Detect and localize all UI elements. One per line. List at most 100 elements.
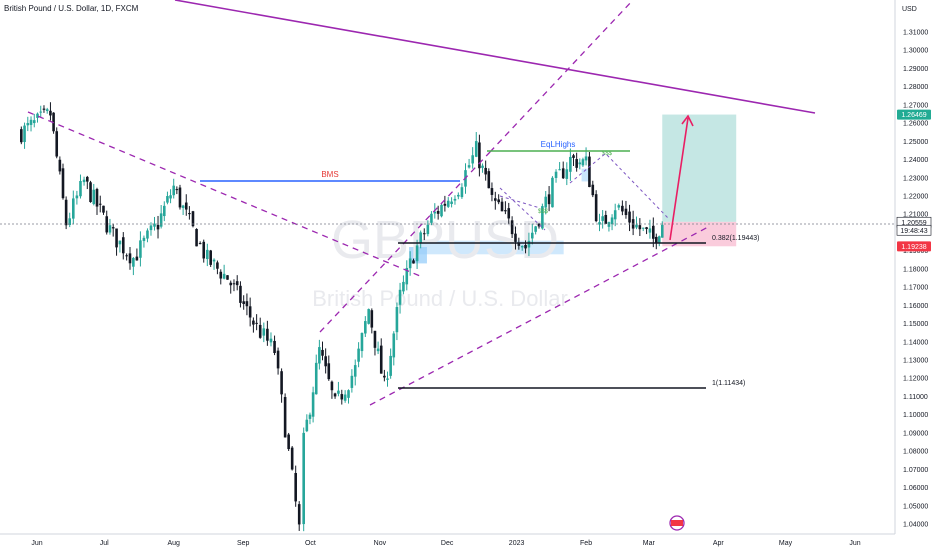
y-tick-label: 1.06000 bbox=[903, 485, 928, 492]
candle-body bbox=[61, 168, 65, 199]
candle-body bbox=[58, 159, 62, 172]
candle-body bbox=[350, 375, 354, 388]
candle-body bbox=[408, 258, 412, 269]
candle-body bbox=[45, 109, 49, 112]
x-tick-label: Sep bbox=[237, 540, 250, 547]
candle-body bbox=[209, 250, 212, 265]
candle-body bbox=[72, 198, 75, 219]
candle-body bbox=[624, 208, 628, 216]
y-tick-label: 1.13000 bbox=[903, 358, 928, 365]
countdown-label: 19:48:43 bbox=[900, 228, 927, 235]
candle-body bbox=[142, 237, 146, 241]
price-label: 1.26469 bbox=[901, 112, 926, 119]
candle-body bbox=[604, 214, 608, 224]
candle-body bbox=[105, 216, 109, 233]
y-tick-label: 1.26000 bbox=[903, 121, 928, 128]
candle-body bbox=[415, 245, 419, 262]
watermark-name: British Pound / U.S. Dollar bbox=[312, 286, 568, 311]
candle-body bbox=[617, 205, 621, 208]
projection-arrow-head bbox=[681, 114, 694, 127]
candle-body bbox=[422, 233, 426, 235]
dashed-path-4 bbox=[499, 195, 541, 209]
candle-body bbox=[321, 349, 324, 356]
candle-body bbox=[357, 348, 360, 362]
candle-body bbox=[248, 306, 252, 318]
candle-body bbox=[641, 227, 645, 229]
candle-body bbox=[561, 168, 565, 179]
event-marker-flag bbox=[671, 520, 683, 526]
candle-body bbox=[242, 301, 245, 304]
x-tick-label: Mar bbox=[643, 540, 656, 547]
candle-body bbox=[273, 340, 276, 353]
candle-body bbox=[314, 362, 318, 395]
dashed-path-3 bbox=[569, 152, 607, 184]
candle-body bbox=[481, 165, 484, 168]
candle-body bbox=[534, 226, 537, 232]
candle-body bbox=[39, 111, 43, 113]
candle-body bbox=[111, 227, 115, 229]
candle-body bbox=[436, 210, 440, 214]
candle-body bbox=[383, 375, 386, 378]
y-tick-label: 1.29000 bbox=[903, 66, 928, 73]
fib-1-label: 1(1.11434) bbox=[712, 380, 745, 387]
price-label: 1.20559 bbox=[901, 220, 926, 227]
price-label: 1.19238 bbox=[901, 244, 926, 251]
candle-body bbox=[588, 156, 591, 188]
candle-body bbox=[159, 213, 163, 227]
candle-body bbox=[26, 123, 30, 126]
candle-body bbox=[340, 394, 344, 400]
watermark-symbol: GBPUSD bbox=[331, 210, 559, 270]
candle-body bbox=[235, 281, 239, 286]
candle-body bbox=[297, 504, 301, 525]
channel-line-upper bbox=[319, 151, 491, 333]
x-tick-label: Aug bbox=[167, 540, 180, 547]
price-label-bg bbox=[896, 224, 932, 236]
candle-body bbox=[258, 324, 262, 338]
y-tick-label: 1.25000 bbox=[903, 139, 928, 146]
x-tick-label: Jun bbox=[849, 540, 860, 547]
candle-body bbox=[554, 171, 558, 178]
y-tick-label: 1.04000 bbox=[903, 522, 928, 529]
candle-body bbox=[82, 179, 86, 183]
candle-body bbox=[654, 236, 658, 243]
y-tick-label: 1.14000 bbox=[903, 339, 928, 346]
y-tick-label: 1.08000 bbox=[903, 449, 928, 456]
candle-body bbox=[333, 393, 337, 397]
candle-body bbox=[212, 259, 216, 262]
candle-body bbox=[373, 330, 377, 348]
candle-body bbox=[610, 217, 614, 225]
candle-body bbox=[32, 120, 36, 124]
x-tick-label: Dec bbox=[441, 540, 454, 547]
candle-body bbox=[290, 447, 294, 470]
candle-body bbox=[494, 198, 497, 201]
candle-body bbox=[156, 224, 160, 230]
candle-body bbox=[386, 378, 389, 380]
candle-body bbox=[115, 228, 118, 248]
candle-body bbox=[621, 205, 624, 212]
candle-body bbox=[169, 195, 172, 199]
demand-zone bbox=[413, 240, 564, 255]
candle-body bbox=[191, 211, 195, 227]
y-tick-label: 1.16000 bbox=[903, 303, 928, 310]
candle-body bbox=[153, 223, 156, 227]
y-tick-label: 1.22000 bbox=[903, 194, 928, 201]
candle-body bbox=[229, 282, 233, 286]
candle-body bbox=[490, 188, 494, 195]
price-label-bg bbox=[897, 109, 931, 120]
candle-body bbox=[547, 194, 551, 205]
candle-body bbox=[232, 283, 236, 285]
liquidity-label-1: $$$ bbox=[538, 209, 549, 215]
candle-body bbox=[405, 267, 409, 285]
candle-body bbox=[497, 199, 500, 203]
candle-body bbox=[252, 320, 255, 325]
candle-body bbox=[239, 285, 242, 303]
candle-body bbox=[657, 236, 661, 244]
candle-body bbox=[280, 371, 283, 395]
candle-body bbox=[474, 141, 478, 157]
candle-body bbox=[132, 257, 135, 267]
candle-body bbox=[544, 196, 548, 208]
candle-body bbox=[353, 365, 357, 377]
candle-body bbox=[628, 211, 631, 223]
candle-body bbox=[135, 256, 139, 261]
candle-body bbox=[638, 225, 642, 230]
